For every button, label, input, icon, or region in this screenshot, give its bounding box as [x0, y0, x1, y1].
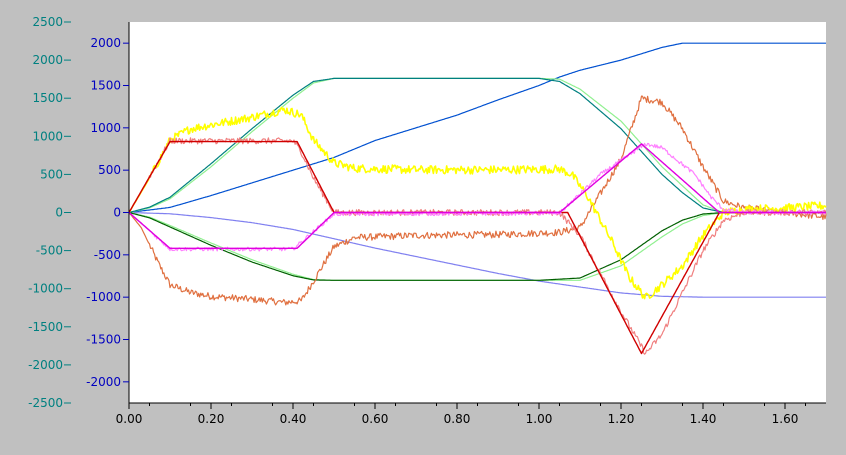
series-line-11	[128, 143, 826, 250]
left-tick-label: 500	[40, 167, 63, 181]
x-tick-label: 0.60	[362, 412, 389, 426]
series-line-8	[128, 137, 827, 355]
left-tick-label: -2500	[28, 396, 63, 410]
right-tick-label: -1000	[86, 290, 121, 304]
left-tick-label: 2500	[32, 15, 63, 29]
right-tick-label: 1000	[90, 121, 121, 135]
left-tick-label: 0	[55, 206, 63, 220]
right-tick-label: 0	[113, 206, 121, 220]
right-tick-label: -1500	[86, 333, 121, 347]
left-tick-label: -500	[36, 244, 63, 258]
left-y-axis: 2500 2000 1500 1000 500 0 -500 -1000 -1500 -2000 -…	[28, 15, 71, 410]
series-line-5	[128, 211, 826, 281]
series-line-1	[129, 211, 826, 298]
right-y-axis: 2000 1500 1000 500 0 -500 -1000 -1500 -2000	[86, 22, 130, 403]
x-tick-label: 1.40	[690, 412, 717, 426]
x-tick-label: 1.00	[526, 412, 553, 426]
right-tick-label: -2000	[86, 375, 121, 389]
x-tick-label: 0.00	[116, 412, 143, 426]
x-tick-label: 0.80	[444, 412, 471, 426]
left-tick-label: -1500	[28, 320, 63, 334]
right-tick-label: 2000	[90, 36, 121, 50]
series-line-7	[128, 106, 827, 300]
x-tick-label: 0.40	[280, 412, 307, 426]
series-layer	[128, 42, 827, 355]
left-tick-label: 1000	[32, 129, 63, 143]
left-tick-label: -2000	[28, 358, 63, 372]
left-tick-label: 2000	[32, 53, 63, 67]
x-tick-label: 1.20	[608, 412, 635, 426]
x-tick-label: 0.20	[198, 412, 225, 426]
series-line-6	[128, 95, 827, 306]
x-tick-label: 1.60	[772, 412, 799, 426]
right-tick-label: 500	[98, 163, 121, 177]
left-tick-label: 1500	[32, 91, 63, 105]
series-line-0	[128, 42, 826, 214]
x-axis: 0.00 0.20 0.40 0.60 0.80 1.00 1.20 1.40 1.60	[116, 402, 826, 426]
right-tick-label: 1500	[90, 79, 121, 93]
right-tick-label: -500	[94, 248, 121, 262]
series-line-3	[128, 77, 826, 214]
left-tick-label: -1000	[28, 282, 63, 296]
